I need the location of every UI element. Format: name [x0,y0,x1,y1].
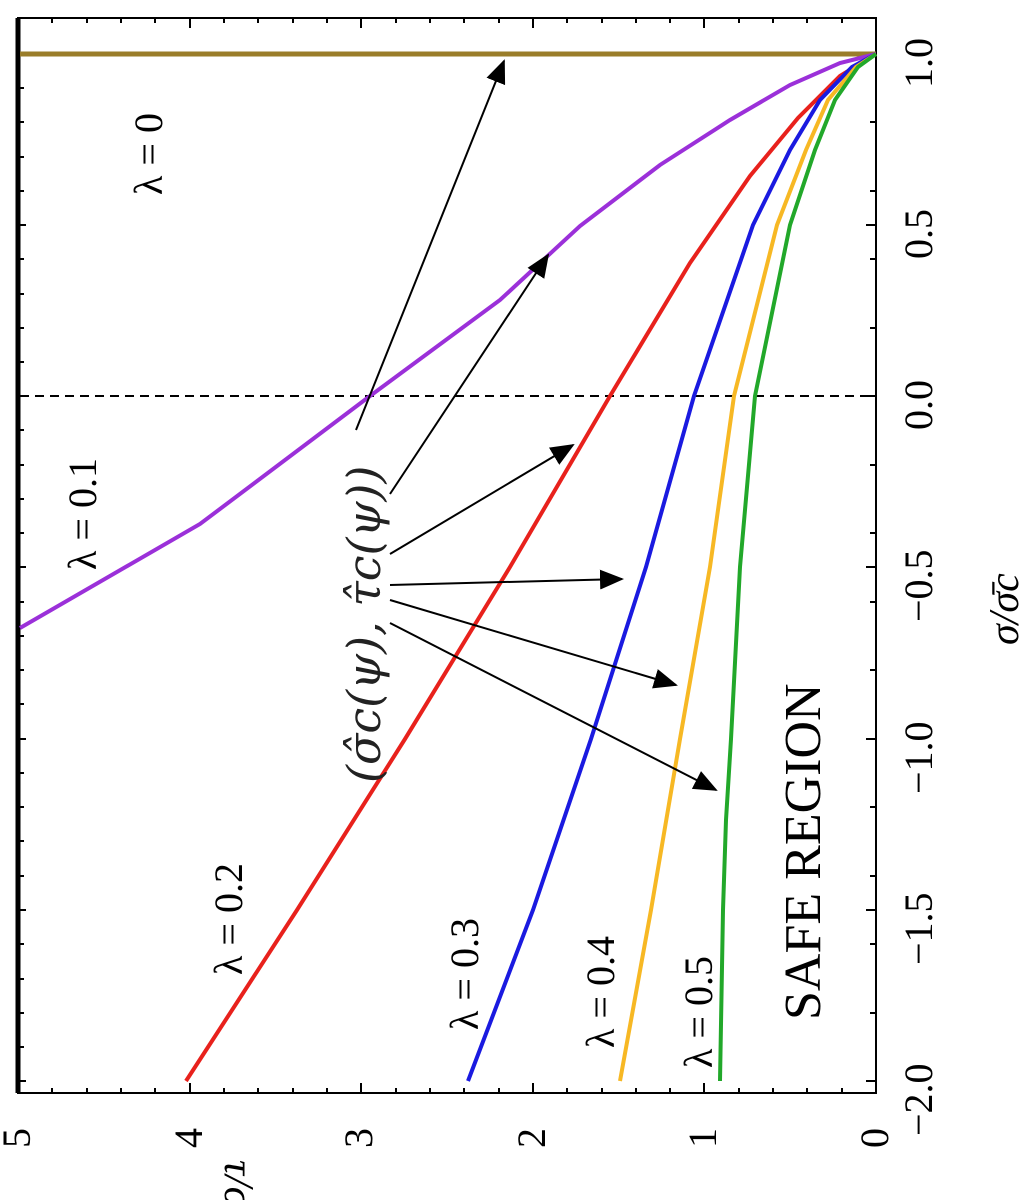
label-lambda-0.1: λ = 0.1 [60,458,105,570]
label-lambda-0.4: λ = 0.4 [578,936,623,1048]
y-axis-label: τ/σ̄c [215,1160,261,1200]
curve-lambda-0.1 [18,52,877,630]
label-lambda-0.2: λ = 0.2 [206,863,251,975]
curve-lambda-0.4 [618,52,878,1082]
label-lambda-0: λ = 0 [126,113,171,195]
annotation-arrows [355,59,718,791]
svg-text:−0.5: −0.5 [896,549,941,622]
tau-ticks [17,18,843,1093]
svg-text:1: 1 [680,1128,725,1148]
label-lambda-0.5: λ = 0.5 [676,956,721,1068]
curve-lambda-0.5 [718,52,878,1082]
svg-text:3: 3 [336,1128,381,1148]
svg-text:0.5: 0.5 [896,209,941,259]
critical-point-formula: (σ̂c(ψ), τ̂c(ψ)) [337,466,391,783]
svg-text:−1.0: −1.0 [896,721,941,794]
svg-text:4: 4 [166,1128,211,1148]
label-lambda-0.3: λ = 0.3 [442,918,487,1030]
svg-text:2: 2 [509,1128,554,1148]
sigma-tick-labels: 1.0 0.5 0.0 −0.5 −1.0 −1.5 −2.0 [896,38,941,1136]
safe-region-label: SAFE REGION [775,683,832,1020]
curve-lambda-0.3 [466,52,877,1082]
curve-lambda-0.2 [184,52,878,1083]
sigma-ticks [18,53,876,1082]
svg-text:1.0: 1.0 [896,38,941,88]
svg-text:0: 0 [852,1128,897,1148]
svg-text:−1.5: −1.5 [896,892,941,965]
x-axis-label: σ/σ̄c [982,573,1028,645]
svg-text:−2.0: −2.0 [896,1063,941,1136]
svg-text:5: 5 [0,1128,39,1148]
svg-text:0.0: 0.0 [896,380,941,430]
tau-tick-labels: 5 4 3 2 1 0 [0,1128,897,1148]
